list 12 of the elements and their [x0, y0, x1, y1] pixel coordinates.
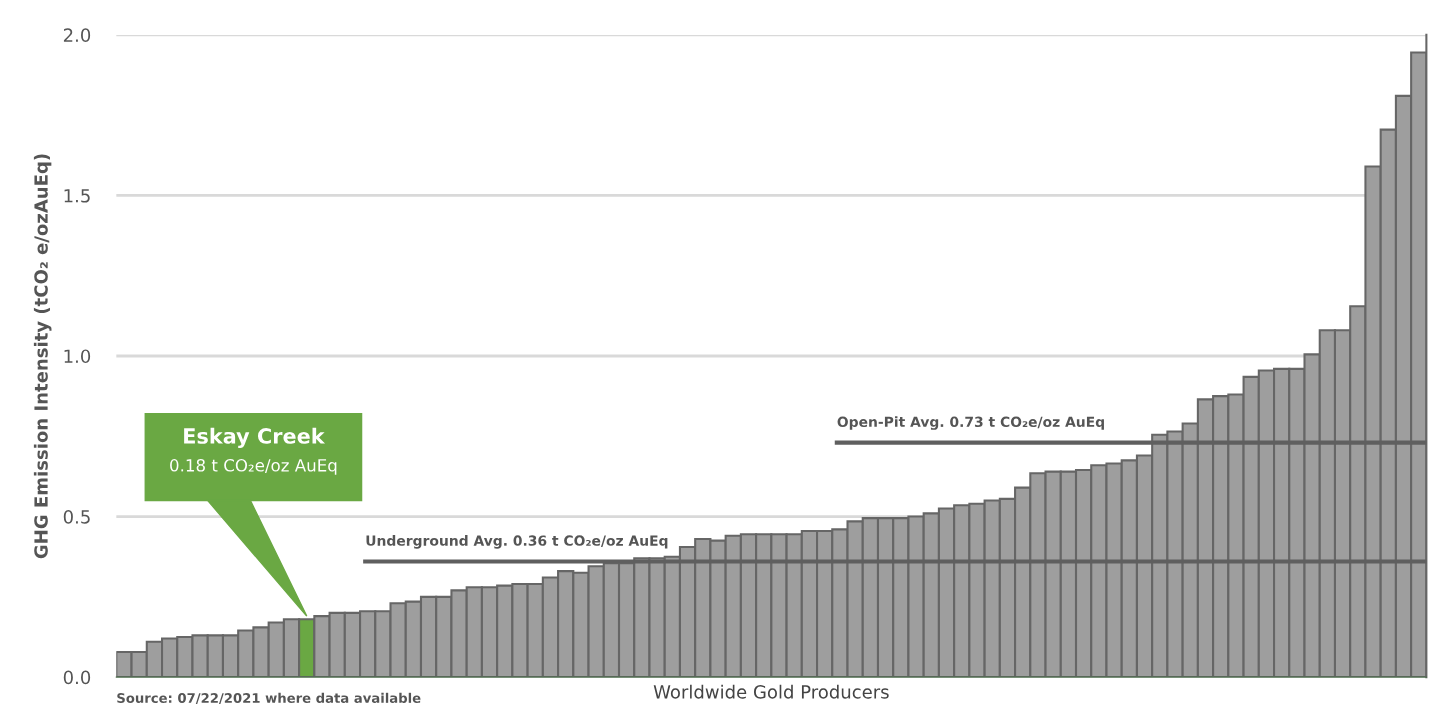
y-tick-label: 1.0 — [64, 349, 91, 364]
source-note: Source: 07/22/2021 where data available — [117, 692, 421, 705]
ref-line-label: Underground Avg. 0.36 t CO₂e/oz AuEq — [366, 535, 668, 549]
ref-line-label: Open-Pit Avg. 0.73 t CO₂e/oz AuEq — [837, 416, 1104, 430]
y-tick-label: 2.0 — [63, 28, 91, 42]
annotation: 0.18 t CO₂e/oz AuEq — [170, 459, 337, 475]
y-tick-label: 0.5 — [63, 510, 90, 524]
x-axis-title: Worldwide Gold Producers — [653, 684, 889, 699]
annotation: Eskay Creek — [184, 427, 326, 449]
y-axis-title: GHG Emission Intensity (tCO₂ e/ozAuEq) — [33, 154, 52, 559]
y-tick-label: 1.5 — [64, 189, 90, 203]
y-tick-label: 0.0 — [63, 670, 91, 685]
